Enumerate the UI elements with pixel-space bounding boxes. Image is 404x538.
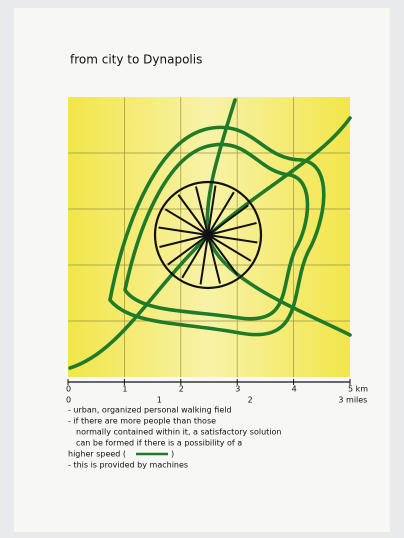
spoke xyxy=(177,194,209,236)
note: normally contained within it, a satisfac… xyxy=(76,428,281,437)
mile-label: 1 xyxy=(157,396,162,405)
spoke xyxy=(207,234,252,262)
km-label: 5 km xyxy=(348,385,368,394)
mile-label: 3 miles xyxy=(338,396,367,405)
spoke xyxy=(207,222,257,236)
note: higher speed ( xyxy=(68,450,126,459)
note: can be formed if there is a possibility … xyxy=(76,439,242,448)
title: from city to Dynapolis xyxy=(70,53,202,67)
spoke xyxy=(181,234,209,279)
note: - if there are more people than those xyxy=(68,417,216,426)
mile-label: 0 xyxy=(66,396,71,405)
km-label: 2 xyxy=(179,385,184,394)
notes: - urban, organized personal walking fiel… xyxy=(68,406,281,448)
walking-field xyxy=(153,180,263,290)
note: ) xyxy=(171,450,174,459)
spoke xyxy=(158,226,209,236)
spoke xyxy=(164,208,209,236)
km-label: 4 xyxy=(292,385,297,394)
spoke xyxy=(195,186,209,236)
spoke xyxy=(207,234,258,244)
spoke xyxy=(167,234,209,266)
spoke xyxy=(207,234,239,276)
km-label: 0 xyxy=(66,385,71,394)
spoke xyxy=(199,234,209,285)
spokes xyxy=(158,185,258,285)
spoke xyxy=(207,204,249,236)
km-label: 3 xyxy=(235,385,240,394)
note: - this is provided by machines xyxy=(68,461,188,470)
spoke xyxy=(159,234,209,248)
mile-label: 2 xyxy=(248,396,253,405)
inner-loop xyxy=(123,142,310,321)
note: - urban, organized personal walking fiel… xyxy=(68,406,232,415)
spoke xyxy=(207,185,217,236)
spoke xyxy=(207,234,221,284)
grid xyxy=(68,97,350,377)
km-label: 1 xyxy=(122,385,127,394)
spoke xyxy=(207,191,235,236)
outer-loop xyxy=(108,125,326,337)
